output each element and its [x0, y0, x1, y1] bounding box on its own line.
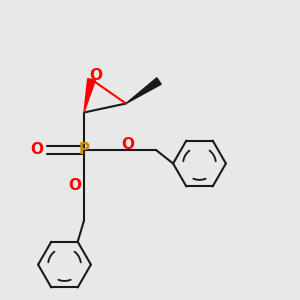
- Text: O: O: [89, 68, 102, 83]
- Text: O: O: [68, 178, 82, 194]
- Polygon shape: [126, 78, 161, 104]
- Text: O: O: [122, 137, 135, 152]
- Text: O: O: [30, 142, 44, 158]
- Polygon shape: [84, 79, 95, 112]
- Text: P: P: [78, 142, 90, 158]
